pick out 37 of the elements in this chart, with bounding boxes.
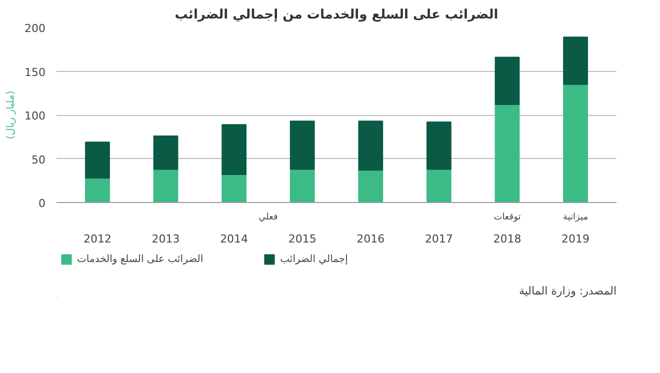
x-tick-label: 2012 <box>83 232 112 246</box>
x-tick-label: 2018 <box>493 232 522 246</box>
y-axis-title: (مليار ريال) <box>6 90 17 140</box>
bar <box>153 136 178 170</box>
x-tick-label: 2014 <box>220 232 248 246</box>
bar <box>426 168 452 202</box>
bar <box>494 56 520 105</box>
text: المصدر: وزارة المالية <box>518 284 617 298</box>
chart-title: الضرائب على السلع والخدمات من إجمالي الضرائب <box>174 8 498 22</box>
bar <box>358 120 384 171</box>
x-tick-label: 2013 <box>152 232 180 246</box>
bar <box>563 36 588 85</box>
y-tick-label: 100 <box>24 110 46 122</box>
x-tick-label: 2015 <box>288 232 316 246</box>
legend-label: إجمالي الضرائب <box>280 253 348 265</box>
y-tick-label: 50 <box>32 153 46 166</box>
y-tick-label: 150 <box>24 66 46 79</box>
bar <box>358 170 384 202</box>
text: توقعات <box>494 212 522 222</box>
bar <box>563 84 588 202</box>
bar <box>426 122 452 170</box>
bar <box>494 104 520 202</box>
bar <box>222 124 247 175</box>
y-tick-label: 0 <box>38 197 46 210</box>
bar <box>85 178 110 202</box>
bar <box>153 168 178 202</box>
x-tick-label: 2017 <box>424 232 453 246</box>
bar <box>290 168 315 202</box>
legend-label: الضرائب على السلع والخدمات <box>77 253 204 265</box>
text: فعلي <box>258 212 278 222</box>
bar <box>290 120 315 170</box>
x-tick-label: 2019 <box>562 232 590 246</box>
bar <box>85 142 110 178</box>
bar <box>222 174 247 202</box>
y-tick-label: 200 <box>24 22 46 35</box>
text: ميزانية <box>563 212 588 222</box>
x-tick-label: 2016 <box>356 232 385 246</box>
